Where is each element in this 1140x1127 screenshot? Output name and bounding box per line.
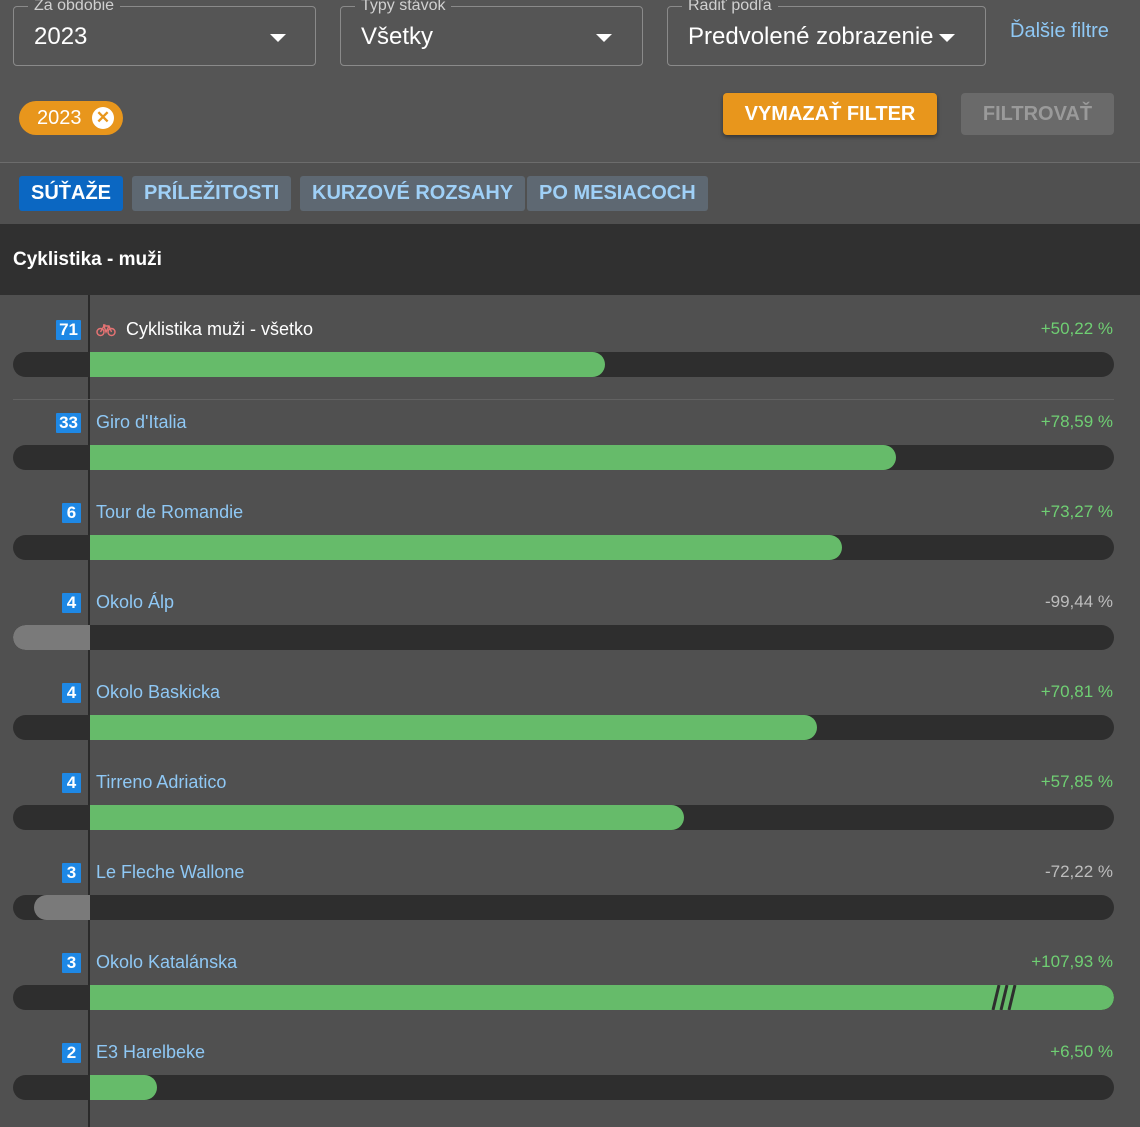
filter-button[interactable]: FILTROVAŤ	[961, 93, 1114, 135]
competition-link[interactable]: Okolo Álp	[96, 592, 175, 612]
count-badge: 2	[62, 1043, 81, 1063]
profit-bar-positive	[90, 805, 684, 830]
bicycle-icon	[96, 324, 116, 337]
profit-bar-positive	[90, 445, 897, 470]
list-item[interactable]: 4 Okolo Baskicka +70,81 %	[0, 670, 1140, 760]
period-label: Za obdobie	[28, 0, 121, 15]
profit-bar-negative	[13, 625, 90, 650]
profit-bar-negative	[34, 895, 90, 920]
period-value: 2023	[34, 23, 88, 50]
list-item[interactable]: 4 Okolo Álp -99,44 %	[0, 580, 1140, 670]
filter-panel: Za obdobie 2023 Typy stávok Všetky Radiť…	[0, 0, 1140, 162]
sort-by-select[interactable]: Radiť podľa Predvolené zobrazenie	[667, 0, 986, 66]
profit-percent: +70,81 %	[1040, 682, 1113, 701]
profit-percent: +57,85 %	[1040, 772, 1113, 791]
profit-bar-track	[13, 715, 1114, 740]
profit-bar-positive	[90, 715, 817, 740]
zero-baseline	[88, 295, 90, 1127]
profit-bar-positive	[90, 535, 842, 560]
tab-opportunities[interactable]: PRÍLEŽITOSTI	[132, 176, 292, 211]
chevron-down-icon	[596, 34, 612, 42]
count-badge: 3	[62, 953, 81, 973]
list-item[interactable]: 3 Le Fleche Wallone -72,22 %	[0, 850, 1140, 940]
profit-percent: +107,93 %	[1031, 952, 1113, 971]
profit-percent: +73,27 %	[1040, 502, 1113, 521]
profit-bar-positive	[90, 352, 606, 377]
summary-divider	[13, 399, 1114, 400]
competition-link[interactable]: Giro d'Italia	[96, 412, 187, 432]
list-item[interactable]: 71 Cyklistika muži - všetko +50,22 %	[0, 307, 1140, 397]
profit-bar-track	[13, 352, 1114, 377]
tab-odds-ranges[interactable]: KURZOVÉ ROZSAHY	[300, 176, 526, 211]
list-item[interactable]: 33 Giro d'Italia +78,59 %	[0, 400, 1140, 490]
profit-bar-track	[13, 1075, 1114, 1100]
count-badge: 4	[62, 773, 81, 793]
chevron-down-icon	[270, 34, 286, 42]
profit-percent: +50,22 %	[1040, 319, 1113, 338]
divider	[0, 162, 1140, 163]
tab-competitions[interactable]: SÚŤAŽE	[19, 176, 123, 211]
clear-filter-button[interactable]: VYMAZAŤ FILTER	[723, 93, 937, 135]
profit-percent: +6,50 %	[1050, 1042, 1113, 1061]
close-circle-icon[interactable]: ✕	[92, 107, 114, 129]
sort-by-value: Predvolené zobrazenie	[688, 23, 934, 50]
competition-link[interactable]: Tour de Romandie	[96, 502, 244, 522]
count-badge: 4	[62, 593, 81, 613]
count-badge: 4	[62, 683, 81, 703]
count-badge: 71	[56, 320, 81, 340]
active-filter-chip: 2023 ✕	[19, 101, 123, 135]
more-filters-link[interactable]: Ďalšie filtre	[1010, 20, 1109, 42]
sort-by-label: Radiť podľa	[682, 0, 778, 15]
bet-types-value: Všetky	[361, 23, 434, 50]
profit-bar-positive	[90, 985, 1114, 1010]
profit-bar-positive	[90, 1075, 157, 1100]
profit-percent: -72,22 %	[1044, 862, 1113, 881]
summary-label: Cyklistika muži - všetko	[126, 319, 314, 339]
profit-bar-track	[13, 805, 1114, 830]
profit-percent: -99,44 %	[1044, 592, 1113, 611]
profit-bar-track	[13, 535, 1114, 560]
profit-bar-track	[13, 895, 1114, 920]
profit-bar-track	[13, 625, 1114, 650]
competition-link[interactable]: Tirreno Adriatico	[96, 772, 227, 792]
tab-by-months[interactable]: PO MESIACOCH	[527, 176, 708, 211]
section-header: Cyklistika - muži	[0, 224, 1140, 295]
count-badge: 6	[62, 503, 81, 523]
competition-link[interactable]: Le Fleche Wallone	[96, 862, 245, 882]
profit-percent: +78,59 %	[1040, 412, 1113, 431]
axis-break-icon	[991, 985, 1017, 1010]
chip-label: 2023	[37, 107, 82, 129]
count-badge: 3	[62, 863, 81, 883]
list-item[interactable]: 2 E3 Harelbeke +6,50 %	[0, 1030, 1140, 1120]
competition-link[interactable]: Okolo Baskicka	[96, 682, 221, 702]
period-select[interactable]: Za obdobie 2023	[13, 0, 316, 66]
competition-link[interactable]: Okolo Katalánska	[96, 952, 238, 972]
bet-types-select[interactable]: Typy stávok Všetky	[340, 0, 643, 66]
profit-bar-track	[13, 985, 1114, 1010]
chevron-down-icon	[939, 34, 955, 42]
section-title: Cyklistika - muži	[13, 249, 162, 270]
count-badge: 33	[56, 413, 81, 433]
profit-bar-track	[13, 445, 1114, 470]
list-item[interactable]: 4 Tirreno Adriatico +57,85 %	[0, 760, 1140, 850]
list-item[interactable]: 3 Okolo Katalánska +107,93 %	[0, 940, 1140, 1030]
bet-types-label: Typy stávok	[355, 0, 452, 15]
list-item[interactable]: 6 Tour de Romandie +73,27 %	[0, 490, 1140, 580]
competition-link[interactable]: E3 Harelbeke	[96, 1042, 206, 1062]
